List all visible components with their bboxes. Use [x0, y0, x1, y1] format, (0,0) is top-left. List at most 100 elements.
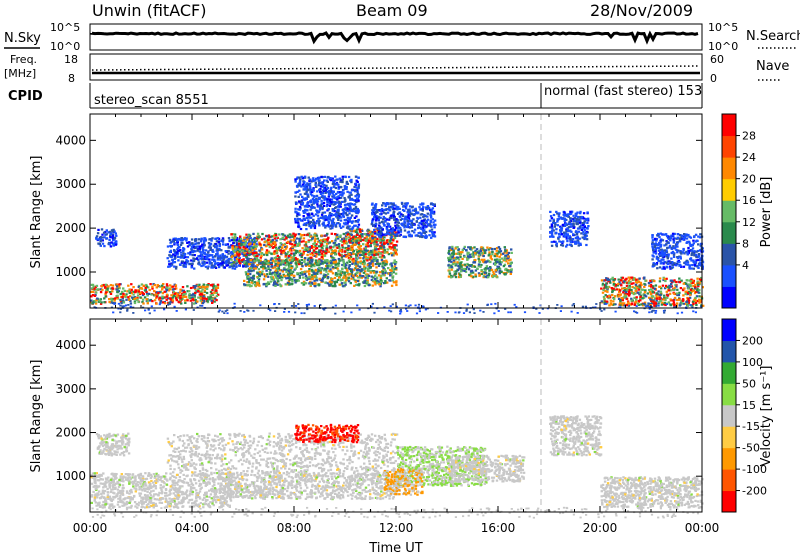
- power-cell: [695, 303, 698, 307]
- power-cell: [396, 219, 399, 222]
- power-cell: [628, 292, 631, 295]
- power-cell: [579, 212, 582, 215]
- power-cell: [134, 291, 137, 294]
- power-cell: [431, 233, 434, 236]
- power-cell: [630, 297, 633, 300]
- power-cell: [671, 303, 675, 306]
- power-cell: [282, 250, 285, 253]
- power-cell: [457, 258, 461, 261]
- power-cell: [613, 288, 616, 291]
- power-cell: [611, 276, 614, 279]
- power-cell: [375, 272, 378, 275]
- power-cell: [145, 283, 148, 287]
- power-cell: [223, 266, 226, 269]
- power-cell: [379, 245, 382, 248]
- power-cell: [318, 258, 321, 261]
- power-cell: [122, 287, 125, 290]
- power-cell: [292, 239, 296, 242]
- power-cell: [208, 244, 211, 247]
- power-cell: [376, 281, 379, 284]
- power-cell: [255, 266, 258, 269]
- power-cell: [95, 235, 99, 238]
- power-cell: [256, 276, 260, 279]
- power-cell: [563, 233, 566, 236]
- power-cell: [252, 232, 255, 235]
- power-cell: [179, 248, 182, 252]
- power-cell: [575, 230, 578, 233]
- power-cell: [355, 269, 359, 272]
- power-cell: [565, 228, 568, 231]
- power-cell: [142, 302, 145, 305]
- power-cell: [272, 245, 276, 249]
- power-cell: [637, 288, 641, 291]
- power-cell: [392, 281, 396, 284]
- power-cell: [115, 288, 118, 291]
- power-cell: [488, 272, 491, 275]
- power-cell: [456, 261, 459, 264]
- power-cell: [566, 227, 569, 230]
- power-cell: [386, 222, 389, 225]
- power-cell: [247, 273, 250, 276]
- power-cell: [283, 260, 286, 263]
- power-cell: [404, 225, 407, 228]
- power-cell: [602, 301, 605, 304]
- power-cell: [391, 246, 394, 249]
- power-cell: [448, 247, 451, 250]
- power-cell: [211, 301, 214, 304]
- power-cell: [689, 283, 692, 287]
- power-cell: [484, 251, 487, 255]
- power-cell: [149, 299, 152, 302]
- nsky-label: N.Sky: [4, 31, 41, 46]
- power-cell: [338, 259, 341, 262]
- power-cell: [385, 263, 388, 266]
- power-cell: [290, 252, 293, 255]
- power-cell: [579, 243, 582, 246]
- power-cell: [380, 256, 383, 259]
- power-cell: [287, 251, 290, 254]
- power-cell: [694, 287, 697, 290]
- power-cell: [395, 253, 398, 256]
- power-cell: [676, 302, 679, 305]
- power-cell: [357, 245, 360, 248]
- power-cell: [673, 232, 676, 235]
- power-cell: [315, 255, 318, 258]
- power-cell: [557, 215, 561, 218]
- power-cell: [658, 298, 662, 301]
- power-cell: [348, 257, 352, 260]
- power-cell: [296, 258, 299, 261]
- noise-tick-top-left: 10^5: [50, 21, 80, 34]
- power-cell: [154, 293, 157, 296]
- power-cell: [627, 304, 631, 307]
- power-cell: [408, 205, 412, 208]
- power-cell: [368, 264, 371, 267]
- power-cell: [601, 282, 605, 285]
- power-cell: [410, 220, 413, 224]
- power-cell: [411, 205, 414, 208]
- power-cell: [556, 224, 559, 227]
- power-cell: [564, 222, 568, 225]
- power-cell: [448, 246, 451, 249]
- power-cell: [196, 245, 199, 248]
- power-cell: [560, 229, 563, 232]
- power-cell: [346, 249, 349, 252]
- power-cell: [371, 233, 374, 236]
- power-cell: [659, 299, 662, 302]
- power-cell: [208, 262, 211, 265]
- power-cell: [302, 271, 306, 274]
- power-cell: [330, 281, 333, 284]
- power-cell: [289, 269, 292, 272]
- power-cell: [358, 235, 361, 238]
- power-cell: [581, 224, 585, 227]
- power-cell: [663, 260, 666, 264]
- power-cell: [339, 234, 342, 237]
- power-cell: [498, 266, 501, 269]
- power-cell: [288, 281, 291, 284]
- power-cell: [359, 275, 362, 278]
- power-cell: [350, 268, 353, 271]
- power-cell: [267, 265, 270, 268]
- power-cell: [384, 212, 388, 215]
- power-cell: [450, 268, 453, 271]
- power-cell: [124, 295, 127, 298]
- power-cell: [575, 222, 578, 225]
- power-cell: [658, 301, 661, 304]
